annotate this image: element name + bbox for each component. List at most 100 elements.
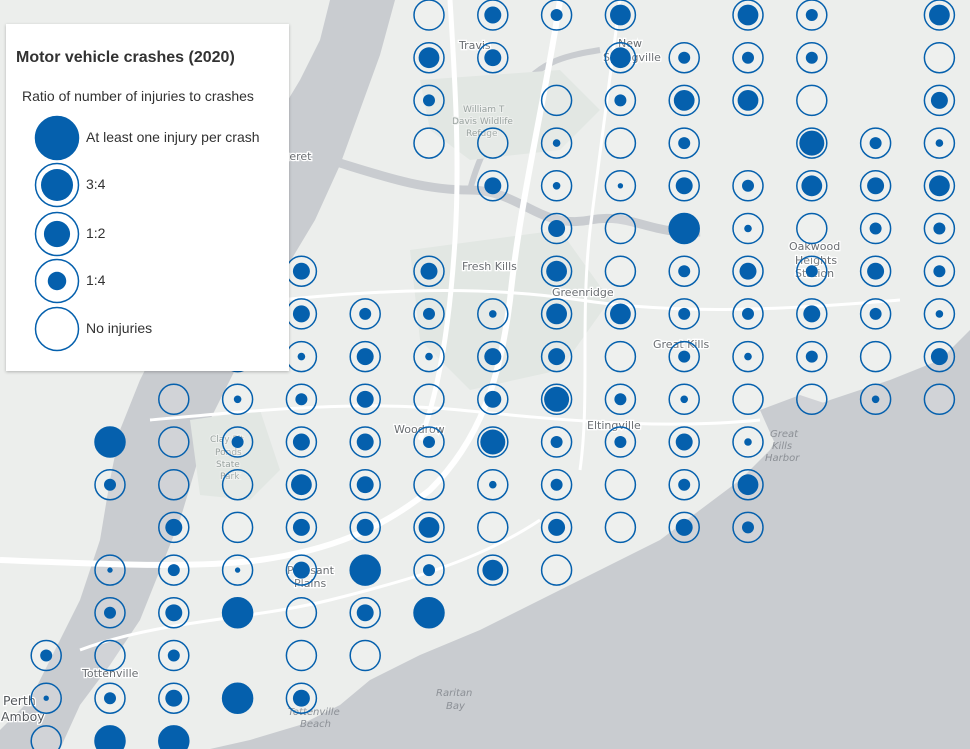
crash-hexbin-symbol[interactable] bbox=[477, 298, 509, 330]
crash-hexbin-symbol[interactable] bbox=[413, 255, 445, 287]
crash-hexbin-symbol[interactable] bbox=[477, 554, 509, 586]
crash-hexbin-symbol[interactable] bbox=[732, 340, 764, 373]
crash-hexbin-symbol[interactable] bbox=[540, 0, 573, 31]
crash-hexbin-symbol[interactable] bbox=[923, 383, 956, 416]
crash-hexbin-symbol[interactable] bbox=[221, 426, 254, 458]
crash-hexbin-symbol[interactable] bbox=[413, 597, 445, 629]
crash-hexbin-symbol[interactable] bbox=[796, 212, 828, 245]
crash-hexbin-symbol[interactable] bbox=[94, 682, 126, 714]
crash-hexbin-symbol[interactable] bbox=[796, 41, 828, 74]
crash-hexbin-symbol[interactable] bbox=[796, 383, 828, 416]
crash-hexbin-symbol[interactable] bbox=[668, 41, 700, 74]
crash-hexbin-symbol[interactable] bbox=[604, 511, 637, 544]
crash-hexbin-symbol[interactable] bbox=[413, 554, 445, 586]
crash-hexbin-symbol[interactable] bbox=[668, 170, 700, 202]
crash-hexbin-symbol[interactable] bbox=[540, 340, 573, 373]
crash-hexbin-symbol[interactable] bbox=[158, 554, 190, 586]
crash-hexbin-symbol[interactable] bbox=[285, 511, 318, 544]
crash-hexbin-symbol[interactable] bbox=[668, 468, 700, 501]
crash-hexbin-symbol[interactable] bbox=[732, 0, 764, 31]
crash-hexbin-symbol[interactable] bbox=[540, 383, 573, 416]
crash-hexbin-symbol[interactable] bbox=[94, 597, 126, 629]
crash-hexbin-symbol[interactable] bbox=[796, 170, 828, 202]
crash-hexbin-symbol[interactable] bbox=[732, 511, 764, 544]
crash-hexbin-symbol[interactable] bbox=[349, 597, 381, 629]
crash-hexbin-symbol[interactable] bbox=[94, 554, 126, 586]
crash-hexbin-symbol[interactable] bbox=[477, 340, 509, 373]
crash-hexbin-symbol[interactable] bbox=[796, 298, 828, 330]
crash-hexbin-symbol[interactable] bbox=[413, 0, 445, 31]
crash-hexbin-symbol[interactable] bbox=[668, 511, 700, 544]
crash-hexbin-symbol[interactable] bbox=[540, 511, 573, 544]
crash-hexbin-symbol[interactable] bbox=[413, 383, 445, 416]
crash-hexbin-symbol[interactable] bbox=[221, 597, 254, 629]
crash-hexbin-symbol[interactable] bbox=[859, 340, 892, 373]
crash-hexbin-symbol[interactable] bbox=[94, 725, 126, 749]
crash-hexbin-symbol[interactable] bbox=[668, 340, 700, 373]
crash-hexbin-symbol[interactable] bbox=[285, 597, 318, 629]
crash-hexbin-symbol[interactable] bbox=[285, 468, 318, 501]
crash-hexbin-symbol[interactable] bbox=[413, 41, 445, 74]
crash-hexbin-symbol[interactable] bbox=[732, 383, 764, 416]
crash-hexbin-symbol[interactable] bbox=[923, 84, 956, 117]
crash-hexbin-symbol[interactable] bbox=[477, 127, 509, 159]
crash-hexbin-symbol[interactable] bbox=[668, 255, 700, 287]
crash-hexbin-symbol[interactable] bbox=[413, 298, 445, 330]
crash-hexbin-symbol[interactable] bbox=[477, 468, 509, 501]
crash-hexbin-symbol[interactable] bbox=[923, 170, 956, 202]
crash-hexbin-symbol[interactable] bbox=[349, 468, 381, 501]
crash-hexbin-symbol[interactable] bbox=[923, 212, 956, 245]
crash-hexbin-symbol[interactable] bbox=[413, 127, 445, 159]
crash-hexbin-symbol[interactable] bbox=[796, 84, 828, 117]
crash-hexbin-symbol[interactable] bbox=[923, 127, 956, 159]
crash-hexbin-symbol[interactable] bbox=[604, 127, 637, 159]
crash-hexbin-symbol[interactable] bbox=[796, 127, 828, 159]
crash-hexbin-symbol[interactable] bbox=[221, 383, 254, 416]
crash-hexbin-symbol[interactable] bbox=[477, 426, 509, 458]
crash-hexbin-symbol[interactable] bbox=[604, 383, 637, 416]
crash-hexbin-symbol[interactable] bbox=[859, 127, 892, 159]
crash-hexbin-symbol[interactable] bbox=[158, 725, 190, 749]
crash-hexbin-symbol[interactable] bbox=[477, 0, 509, 31]
crash-hexbin-symbol[interactable] bbox=[923, 298, 956, 330]
crash-hexbin-symbol[interactable] bbox=[604, 41, 637, 74]
crash-hexbin-symbol[interactable] bbox=[221, 468, 254, 501]
crash-hexbin-symbol[interactable] bbox=[604, 212, 637, 245]
crash-hexbin-symbol[interactable] bbox=[732, 426, 764, 458]
crash-hexbin-symbol[interactable] bbox=[158, 426, 190, 458]
crash-hexbin-symbol[interactable] bbox=[540, 255, 573, 287]
crash-hexbin-symbol[interactable] bbox=[221, 682, 254, 714]
crash-hexbin-symbol[interactable] bbox=[732, 212, 764, 245]
crash-hexbin-symbol[interactable] bbox=[477, 383, 509, 416]
crash-hexbin-symbol[interactable] bbox=[477, 170, 509, 202]
crash-symbol-layer[interactable] bbox=[30, 0, 956, 749]
crash-hexbin-symbol[interactable] bbox=[158, 383, 190, 416]
crash-hexbin-symbol[interactable] bbox=[477, 511, 509, 544]
crash-hexbin-symbol[interactable] bbox=[540, 554, 573, 586]
crash-hexbin-symbol[interactable] bbox=[285, 298, 318, 330]
crash-hexbin-symbol[interactable] bbox=[859, 298, 892, 330]
crash-hexbin-symbol[interactable] bbox=[413, 84, 445, 117]
crash-hexbin-symbol[interactable] bbox=[349, 298, 381, 330]
crash-hexbin-symbol[interactable] bbox=[859, 170, 892, 202]
crash-hexbin-symbol[interactable] bbox=[604, 255, 637, 287]
crash-hexbin-symbol[interactable] bbox=[158, 639, 190, 672]
crash-hexbin-symbol[interactable] bbox=[221, 554, 254, 586]
crash-hexbin-symbol[interactable] bbox=[923, 41, 956, 74]
crash-hexbin-symbol[interactable] bbox=[94, 639, 126, 672]
crash-hexbin-symbol[interactable] bbox=[923, 255, 956, 287]
crash-hexbin-symbol[interactable] bbox=[94, 426, 126, 458]
crash-hexbin-symbol[interactable] bbox=[540, 298, 573, 330]
crash-hexbin-symbol[interactable] bbox=[30, 639, 62, 672]
crash-hexbin-symbol[interactable] bbox=[668, 127, 700, 159]
crash-hexbin-symbol[interactable] bbox=[413, 468, 445, 501]
crash-hexbin-symbol[interactable] bbox=[859, 383, 892, 416]
crash-hexbin-symbol[interactable] bbox=[540, 127, 573, 159]
crash-hexbin-symbol[interactable] bbox=[923, 340, 956, 373]
crash-hexbin-symbol[interactable] bbox=[285, 383, 318, 416]
crash-hexbin-symbol[interactable] bbox=[604, 170, 637, 202]
crash-hexbin-symbol[interactable] bbox=[30, 682, 62, 714]
crash-hexbin-symbol[interactable] bbox=[413, 340, 445, 373]
crash-hexbin-symbol[interactable] bbox=[668, 383, 700, 416]
crash-hexbin-symbol[interactable] bbox=[859, 212, 892, 245]
